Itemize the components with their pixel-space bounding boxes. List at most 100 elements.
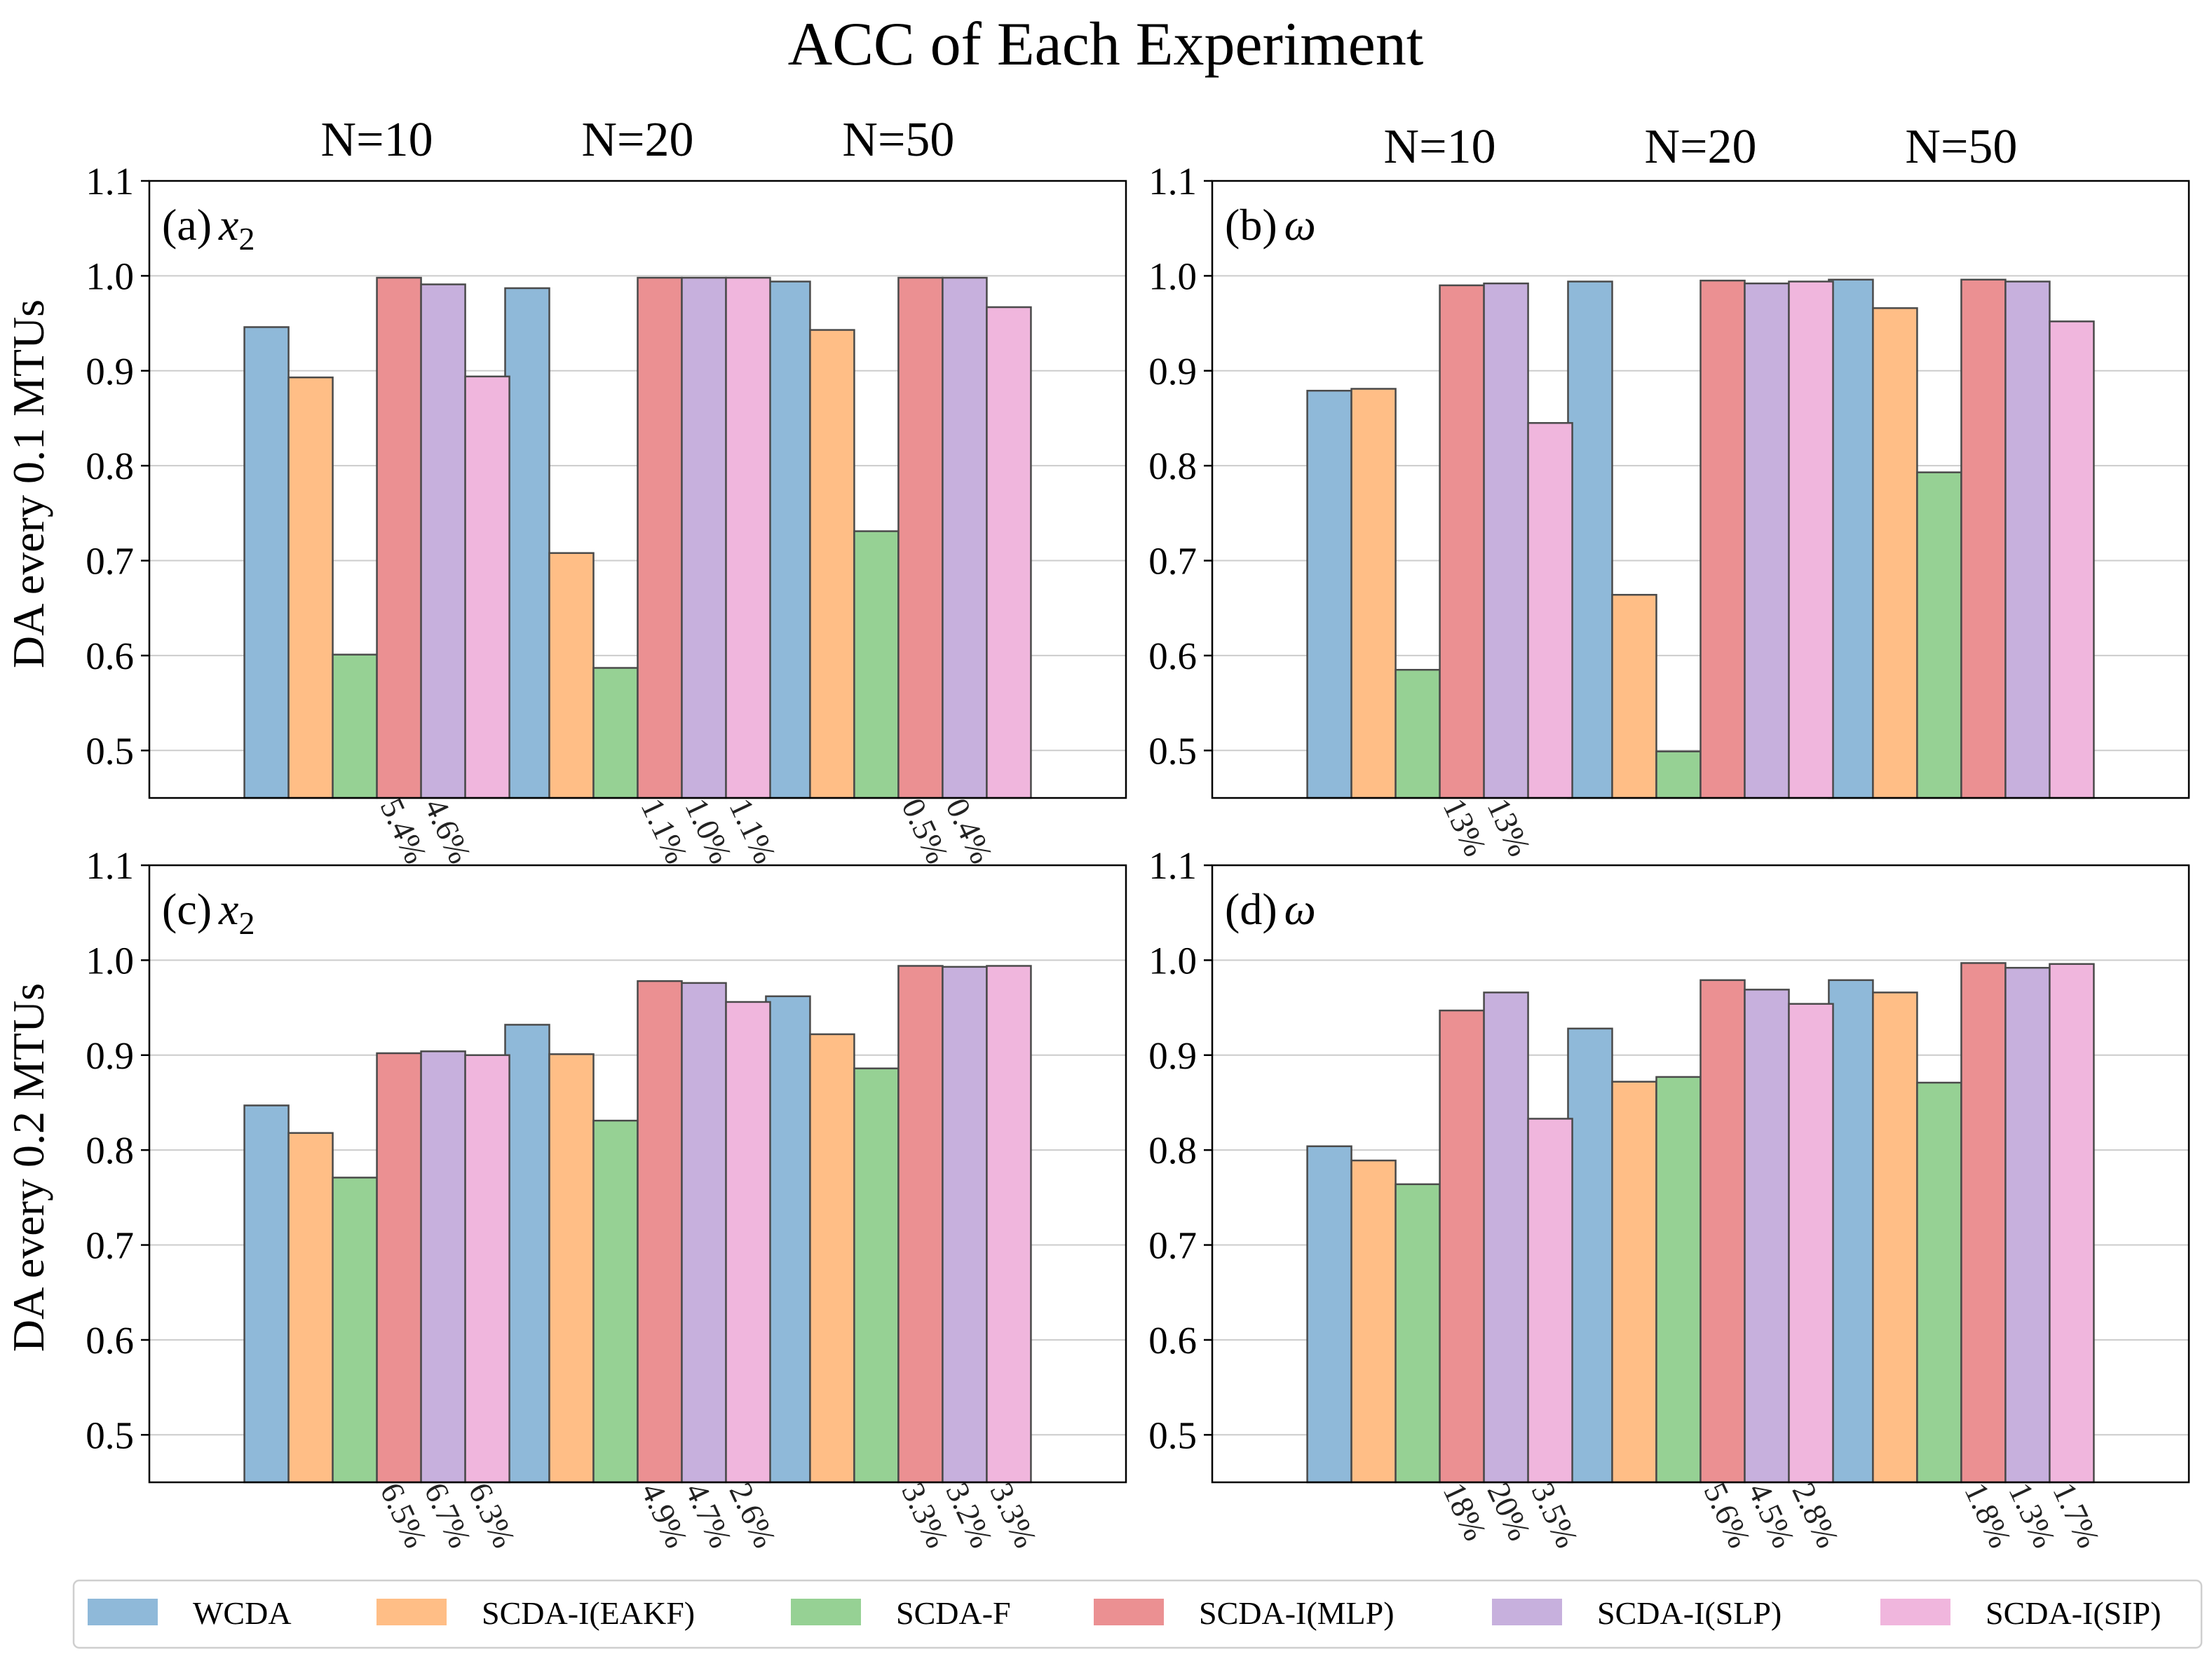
bar-wcda-1 xyxy=(1567,1027,1613,1484)
panel-1: 0.5 0.6 0.7 0.8 0.9 1.0 1.1 N=10 N=20 N=50 (b) ω 13%… xyxy=(1148,120,2190,862)
bar-scda-i-sip--2 xyxy=(2049,963,2095,1484)
bar-scda-i-eakf--2 xyxy=(809,1033,855,1484)
plot-frame xyxy=(1211,180,2190,799)
legend-swatch xyxy=(1492,1599,1562,1625)
improvement-label: 0.4% xyxy=(939,793,1000,869)
y-tick-label: 1.1 xyxy=(1148,844,1197,887)
y-tick-label: 0.9 xyxy=(1148,350,1197,393)
bar-scda-f-1 xyxy=(1655,1076,1702,1484)
plot-frame xyxy=(1211,864,2190,1484)
bar-scda-i-sip--2 xyxy=(986,306,1032,799)
bar-scda-i-slp--0 xyxy=(420,283,466,799)
improvement-label: 13% xyxy=(1437,793,1494,862)
bar-scda-i-sip--2 xyxy=(2049,320,2095,799)
bar-scda-i-slp--2 xyxy=(2004,280,2051,799)
legend-entry: SCDA-F xyxy=(896,1595,1011,1631)
panel-label: (d) ω xyxy=(1225,884,1316,934)
bar-wcda-1 xyxy=(504,287,550,799)
legend-swatch xyxy=(1094,1599,1164,1625)
y-tick-label: 0.9 xyxy=(1148,1034,1197,1077)
bar-scda-i-slp--1 xyxy=(1744,282,1790,799)
improvement-label: 13% xyxy=(1481,793,1538,862)
bar-scda-i-mlp--1 xyxy=(637,276,683,799)
legend-entry: SCDA-I(EAKF) xyxy=(482,1595,695,1631)
y-tick-label: 1.0 xyxy=(86,939,134,982)
y-tick-label: 0.8 xyxy=(86,445,134,487)
bar-scda-i-eakf--0 xyxy=(287,1132,334,1484)
panel-letter: (a) xyxy=(162,200,212,250)
bar-scda-i-sip--1 xyxy=(725,1001,771,1484)
bar-scda-f-2 xyxy=(853,530,900,799)
bar-scda-i-slp--2 xyxy=(2004,966,2051,1484)
bar-scda-i-slp--1 xyxy=(681,276,727,799)
y-tick-label: 0.5 xyxy=(1148,1414,1197,1456)
bar-scda-i-slp--1 xyxy=(681,982,727,1484)
y-tick-label: 1.0 xyxy=(86,255,134,297)
bar-scda-i-slp--2 xyxy=(942,276,988,799)
bar-scda-i-eakf--0 xyxy=(1350,388,1397,799)
bar-scda-i-sip--0 xyxy=(464,375,510,799)
plot-frame xyxy=(148,864,1127,1484)
bar-scda-i-mlp--1 xyxy=(637,980,683,1484)
panel-letter: (d) xyxy=(1225,884,1277,934)
bar-scda-i-eakf--2 xyxy=(1872,307,1918,799)
bar-wcda-2 xyxy=(765,280,811,799)
y-tick-label: 0.7 xyxy=(1148,540,1197,583)
legend-entry: SCDA-I(MLP) xyxy=(1199,1595,1395,1631)
group-title: N=20 xyxy=(1644,120,1756,174)
panel-letter: (c) xyxy=(162,884,212,934)
legend-swatch xyxy=(791,1599,861,1625)
y-tick-label: 0.9 xyxy=(86,1034,134,1077)
bar-scda-i-mlp--1 xyxy=(1699,979,1746,1484)
bar-scda-f-2 xyxy=(1916,471,1962,799)
figure-title: ACC of Each Experiment xyxy=(788,11,1424,79)
legend-swatch xyxy=(88,1599,158,1625)
group-title: N=20 xyxy=(581,113,693,167)
bar-scda-i-slp--0 xyxy=(1483,991,1529,1484)
improvement-label: 1.1% xyxy=(722,793,783,869)
improvement-label: 2.8% xyxy=(1785,1477,1846,1553)
legend-entry: SCDA-I(SIP) xyxy=(1986,1595,2161,1631)
bar-scda-f-2 xyxy=(1916,1081,1962,1484)
y-tick-label: 0.6 xyxy=(1148,635,1197,677)
y-tick-label: 0.5 xyxy=(86,1414,134,1456)
bar-scda-i-mlp--2 xyxy=(1960,278,2007,799)
bar-wcda-2 xyxy=(1828,278,1874,799)
y-tick-label: 0.5 xyxy=(1148,729,1197,772)
bar-wcda-1 xyxy=(504,1024,550,1484)
panel-label: (a) x2 xyxy=(162,200,255,257)
bar-scda-i-sip--1 xyxy=(1788,1003,1834,1484)
bar-scda-i-mlp--2 xyxy=(1960,962,2007,1484)
panel-variable: x xyxy=(218,884,238,934)
bar-scda-i-slp--0 xyxy=(420,1050,466,1484)
legend-entry: WCDA xyxy=(193,1595,292,1631)
y-tick-label: 0.6 xyxy=(1148,1319,1197,1362)
y-tick-label: 1.1 xyxy=(86,844,134,887)
bar-scda-f-1 xyxy=(1655,750,1702,799)
bar-scda-i-sip--0 xyxy=(464,1054,510,1484)
bar-scda-i-mlp--0 xyxy=(1439,1009,1485,1484)
chart-panels: 0.50.60.70.80.91.01.1N=10 N=20 N=50(a) x25.… xyxy=(86,113,2190,1553)
bar-wcda-0 xyxy=(1306,389,1352,799)
bar-wcda-0 xyxy=(243,326,290,799)
row-1-ylabel: DA every 0.1 MTUs xyxy=(4,299,53,668)
group-title: N=10 xyxy=(1384,120,1496,174)
bar-scda-i-mlp--0 xyxy=(1439,284,1485,799)
bar-scda-i-eakf--2 xyxy=(809,329,855,799)
row-2-ylabel: DA every 0.2 MTUs xyxy=(4,983,53,1352)
improvement-label: 4.6% xyxy=(418,793,479,869)
bar-scda-f-2 xyxy=(853,1067,900,1484)
bar-scda-i-mlp--2 xyxy=(897,276,944,799)
bar-scda-i-mlp--0 xyxy=(376,1052,422,1484)
bar-scda-i-sip--1 xyxy=(725,276,771,799)
bar-scda-i-eakf--1 xyxy=(548,1053,595,1484)
bar-scda-f-1 xyxy=(592,1119,639,1484)
improvement-label: 1.7% xyxy=(2046,1477,2107,1553)
panel-label: (c) x2 xyxy=(162,884,255,941)
bar-scda-f-1 xyxy=(592,667,639,799)
bar-scda-i-slp--0 xyxy=(1483,282,1529,799)
improvement-label: 20% xyxy=(1481,1477,1538,1546)
y-tick-label: 0.8 xyxy=(1148,1129,1197,1172)
improvement-label: 6.3% xyxy=(462,1477,523,1553)
